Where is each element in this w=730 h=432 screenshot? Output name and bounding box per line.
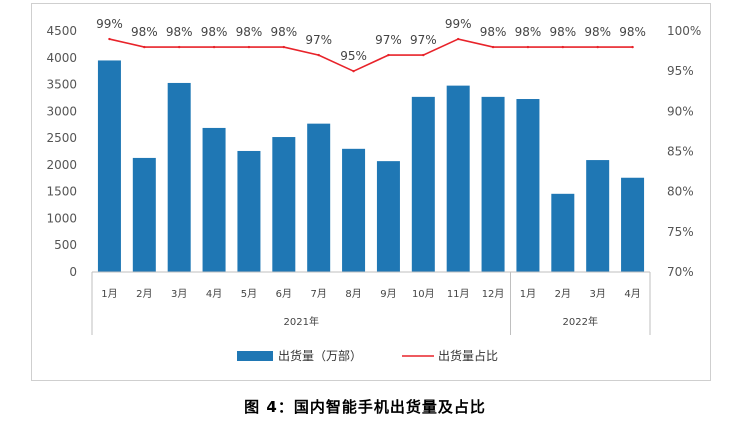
x-tick-label: 11月 (447, 288, 470, 300)
share-data-label: 98% (166, 25, 193, 39)
y-right-tick-label: 100% (667, 24, 701, 38)
share-data-label: 98% (619, 25, 646, 39)
bar (446, 85, 470, 272)
bar (411, 96, 435, 272)
share-point (526, 45, 530, 49)
x-tick-label: 2月 (555, 288, 571, 300)
share-data-label: 99% (96, 17, 123, 31)
y-left-tick-label: 3000 (46, 104, 77, 118)
share-point (282, 45, 286, 49)
share-data-label: 95% (340, 49, 367, 63)
x-tick-label: 1月 (520, 288, 536, 300)
share-line (109, 38, 633, 73)
share-data-label: 97% (305, 33, 332, 47)
share-data-label: 97% (375, 33, 402, 47)
y-left-tick-label: 1000 (46, 211, 77, 225)
share-data-label: 98% (480, 25, 507, 39)
share-point (561, 45, 565, 49)
bar (516, 99, 540, 272)
y-right-tick-label: 85% (667, 145, 694, 159)
share-data-label: 98% (236, 25, 263, 39)
bar (132, 157, 156, 272)
share-data-label: 98% (515, 25, 542, 39)
share-point (317, 53, 320, 57)
share-point (143, 45, 146, 49)
y-left-tick-label: 500 (54, 238, 77, 252)
bar (307, 123, 331, 272)
x-tick-label: 8月 (345, 288, 361, 300)
share-point (387, 53, 390, 57)
y-left-tick-label: 4500 (46, 24, 77, 38)
share-point (212, 45, 216, 49)
x-tick-label: 1月 (101, 288, 117, 300)
y-left-tick-label: 4000 (46, 51, 77, 65)
x-tick-label: 9月 (380, 288, 396, 300)
bar (202, 127, 226, 273)
x-tick-label: 4月 (206, 288, 222, 300)
x-tick-label: 4月 (624, 288, 640, 300)
y-right-tick-label: 70% (667, 265, 694, 279)
bar (167, 82, 191, 273)
x-tick-label: 2月 (136, 288, 152, 300)
x-tick-label: 3月 (590, 288, 606, 300)
y-right-tick-label: 80% (667, 185, 694, 199)
bar (97, 60, 121, 273)
y-right-tick-label: 95% (667, 64, 694, 78)
figure-caption: 图 4：国内智能手机出货量及占比 (244, 398, 486, 416)
x-tick-label: 10月 (412, 288, 435, 300)
legend-bar-label: 出货量（万部） (278, 348, 362, 363)
y-right-tick-label: 75% (667, 225, 694, 239)
group-label: 2022年 (563, 315, 598, 328)
x-tick-label: 6月 (276, 288, 292, 300)
x-tick-label: 7月 (311, 288, 327, 300)
y-left-tick-label: 2000 (46, 158, 77, 172)
bar (237, 150, 261, 272)
chart: 0 500 1000 1500 2000 2500 3000 3500 4000 4500 70% 7… (46, 17, 701, 363)
share-point (422, 53, 425, 57)
group-label: 2021年 (284, 315, 319, 328)
share-data-label: 98% (584, 25, 611, 39)
legend-line-label: 出货量占比 (438, 348, 498, 363)
share-point (177, 45, 181, 49)
share-data-label: 98% (270, 25, 297, 39)
x-tick-label: 5月 (241, 288, 257, 300)
y-left-tick-label: 1500 (46, 185, 77, 199)
bar (481, 96, 505, 272)
share-data-label: 98% (131, 25, 158, 39)
share-point (631, 45, 634, 49)
share-point (247, 45, 251, 49)
share-data-label: 98% (201, 25, 228, 39)
bar (376, 161, 400, 272)
share-point (491, 45, 495, 49)
x-tick-label: 3月 (171, 288, 187, 300)
share-point (352, 69, 355, 73)
bar (551, 193, 575, 272)
bar (586, 160, 610, 272)
share-point (108, 37, 111, 41)
y-left-tick-label: 3500 (46, 78, 77, 92)
share-point (456, 37, 460, 41)
bar (342, 148, 366, 272)
y-left-tick-label: 0 (69, 265, 77, 279)
share-data-label: 98% (549, 25, 576, 39)
share-point (596, 45, 599, 49)
share-data-label: 99% (445, 17, 472, 31)
legend-bar-swatch (237, 351, 273, 361)
y-left-tick-label: 2500 (46, 131, 77, 145)
bar (272, 137, 296, 272)
x-tick-label: 12月 (482, 288, 505, 300)
share-data-label: 97% (410, 33, 437, 47)
bar (621, 177, 645, 272)
y-right-tick-label: 90% (667, 104, 694, 118)
